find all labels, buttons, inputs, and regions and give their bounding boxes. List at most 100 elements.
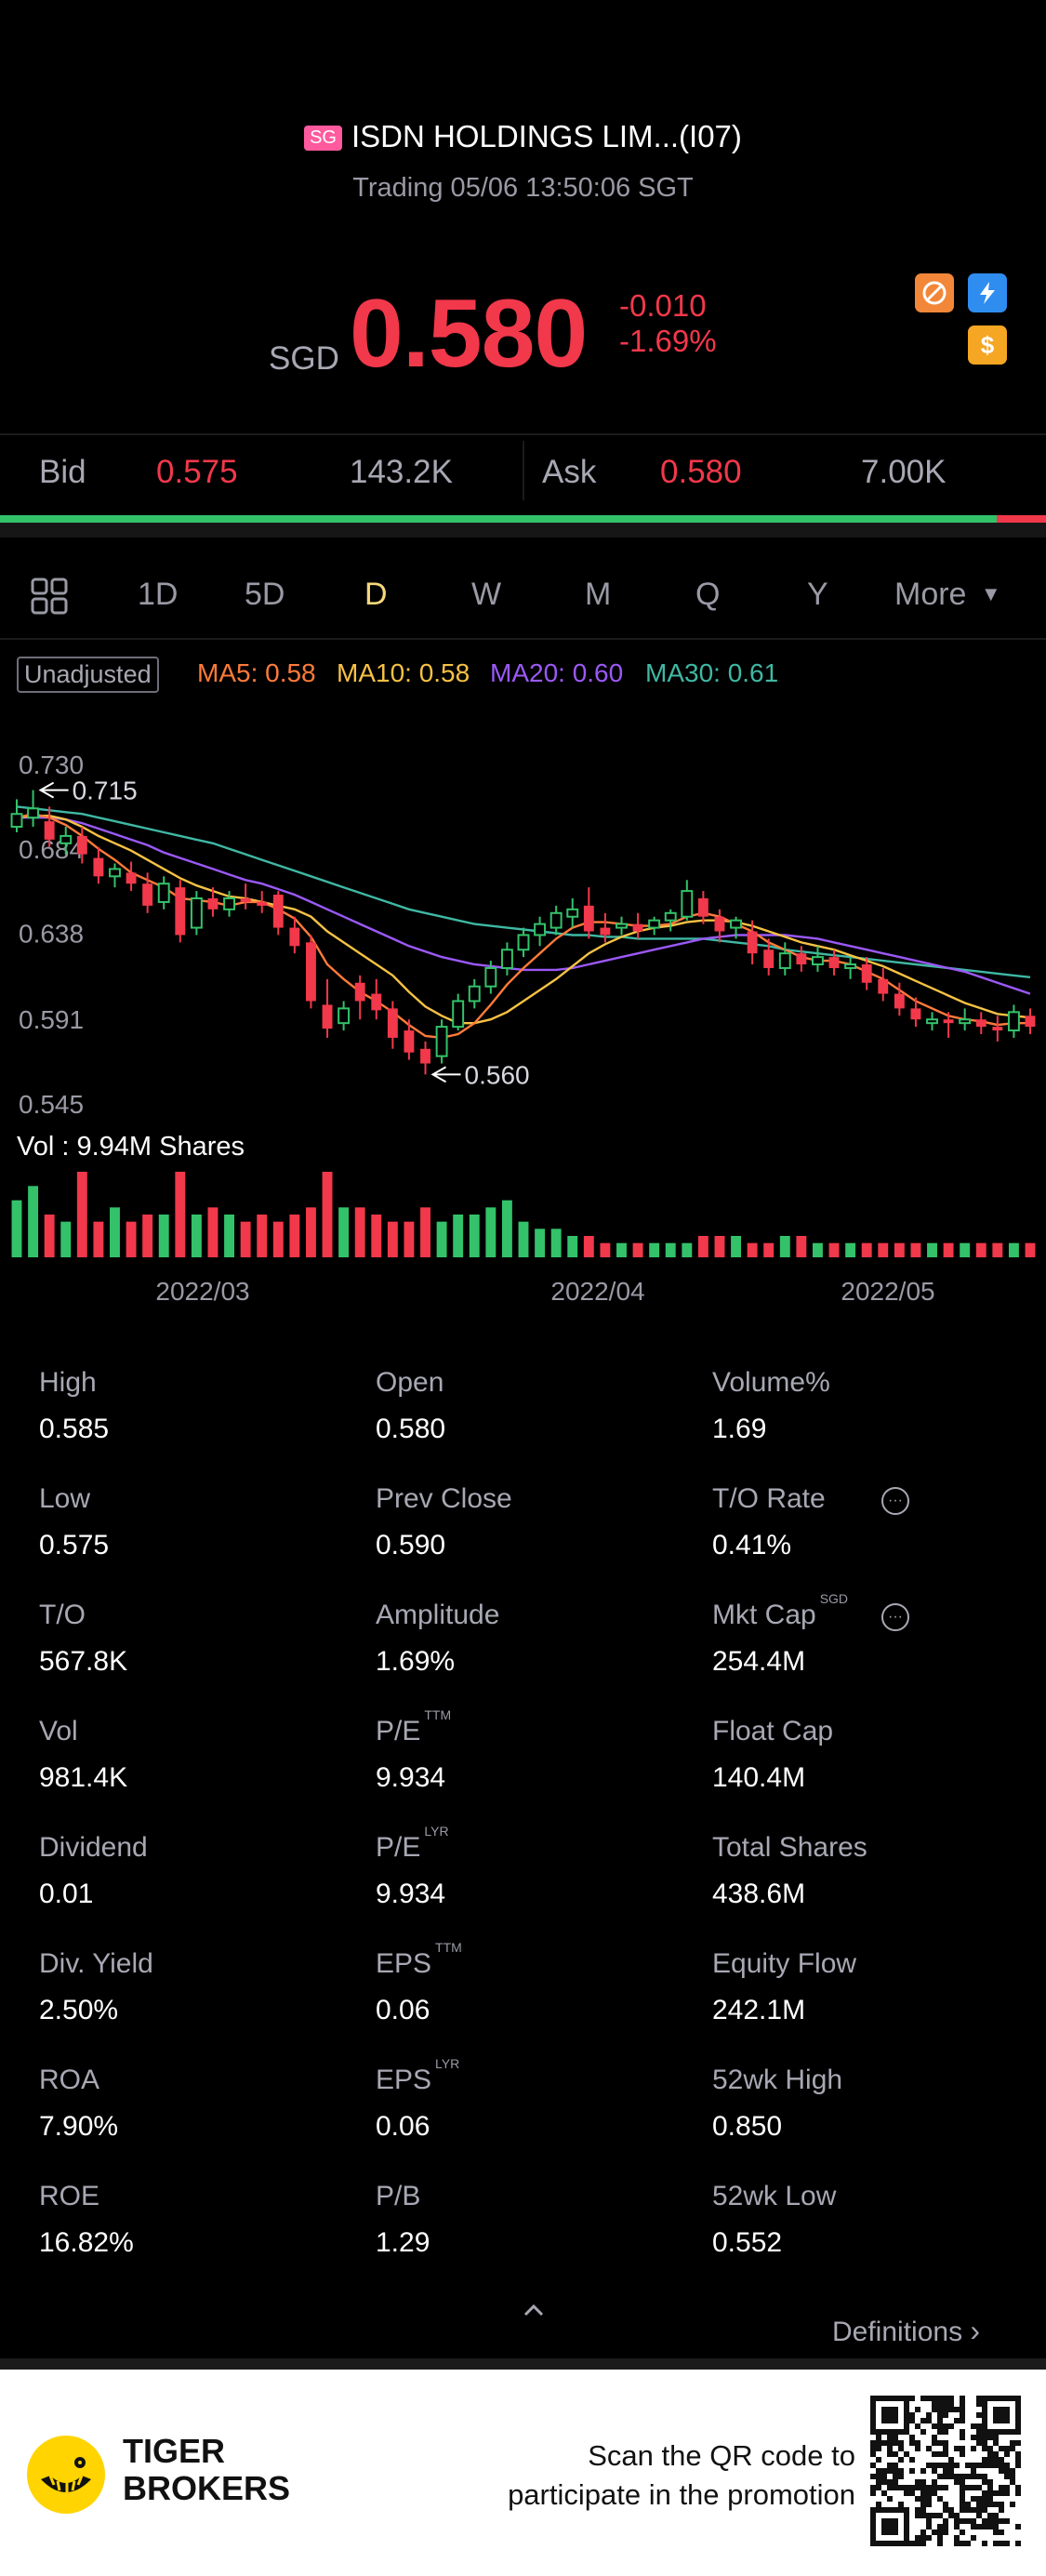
x-tick-label: 2022/04 (550, 1277, 644, 1306)
qr-module (937, 2440, 943, 2446)
tab-month[interactable]: M (585, 577, 612, 612)
qr-module (943, 2440, 948, 2446)
qr-module (887, 2507, 893, 2513)
qr-module (932, 2479, 937, 2485)
info-more-icon[interactable]: ··· (881, 1487, 909, 1515)
candle-body (878, 978, 889, 994)
promo-footer: TIGER BROKERS Scan the QR code to partic… (0, 2370, 1046, 2576)
candle-body (190, 897, 203, 929)
volume-bar (813, 1242, 823, 1257)
qr-module (943, 2451, 948, 2457)
stat-label-text: T/O (39, 1600, 86, 1630)
bid-label: Bid (39, 454, 86, 490)
qr-code[interactable] (870, 2396, 1021, 2546)
dollar-icon[interactable]: $ (968, 325, 1007, 365)
stat-value: 0.01 (39, 1879, 94, 1909)
stock-name: ISDN HOLDINGS LIM...(I07) (351, 119, 742, 153)
lightning-level1-icon[interactable] (968, 273, 1007, 312)
qr-module (887, 2396, 893, 2401)
volume-bar (583, 1236, 594, 1257)
volume-bar (272, 1221, 284, 1257)
collapse-up-icon[interactable] (523, 2303, 545, 2322)
qr-module (904, 2407, 909, 2412)
qr-module (943, 2412, 948, 2418)
tab-5d[interactable]: 5D (245, 577, 285, 612)
volume-bar (567, 1236, 578, 1257)
qr-module (943, 2396, 948, 2401)
divider (0, 2358, 1046, 2370)
qr-module (876, 2396, 881, 2401)
tab-year[interactable]: Y (807, 577, 828, 612)
no-short-icon[interactable] (915, 273, 954, 312)
qr-module (926, 2490, 932, 2496)
qr-module (1004, 2468, 1010, 2474)
stat-label-text: 52wk High (712, 2065, 843, 2095)
qr-module (987, 2518, 993, 2524)
candle-body (109, 868, 121, 878)
candle-body (27, 807, 40, 819)
volume-bar (110, 1207, 120, 1257)
qr-module (960, 2541, 965, 2546)
volume-bar (779, 1236, 790, 1257)
qr-module (971, 2468, 976, 2474)
qr-module (999, 2530, 1004, 2535)
trading-status: Trading 05/06 13:50:06 SGT (352, 173, 694, 203)
volume-bar (306, 1207, 316, 1257)
qr-module (1015, 2396, 1021, 2401)
volume-bar (175, 1172, 186, 1257)
qr-module (876, 2541, 881, 2546)
stat-label-text: Open (376, 1367, 444, 1398)
qr-module (893, 2463, 898, 2468)
qr-module (999, 2507, 1004, 2513)
qr-module (987, 2463, 993, 2468)
qr-module (1004, 2412, 1010, 2418)
qr-module (976, 2429, 982, 2435)
qr-module (937, 2412, 943, 2418)
qr-module (987, 2485, 993, 2490)
candle-body (93, 857, 104, 877)
qr-module (893, 2435, 898, 2440)
qr-module (876, 2440, 881, 2446)
candle-body (223, 897, 235, 910)
qr-module (932, 2451, 937, 2457)
price-change: -0.010 -1.69% (619, 288, 717, 359)
qr-module (898, 2429, 904, 2435)
qr-module (937, 2535, 943, 2541)
qr-module (932, 2401, 937, 2407)
candle-body (664, 911, 677, 922)
qr-module (1004, 2474, 1010, 2479)
qr-module (1015, 2407, 1021, 2412)
qr-module (987, 2457, 993, 2463)
tab-day[interactable]: D (364, 577, 388, 612)
stat-label: Float Cap (712, 1716, 833, 1747)
qr-module (1015, 2440, 1021, 2446)
qr-module (976, 2435, 982, 2440)
candle-body (371, 993, 382, 1011)
definitions-link[interactable]: Definitions › (832, 2314, 980, 2348)
tab-more[interactable]: More ▼ (894, 577, 1001, 613)
qr-module (926, 2418, 932, 2423)
tab-quarter[interactable]: Q (695, 577, 721, 612)
tab-week[interactable]: W (471, 577, 502, 612)
qr-module (948, 2463, 954, 2468)
qr-module (870, 2474, 876, 2479)
qr-module (993, 2418, 999, 2423)
layout-grid-icon[interactable] (30, 577, 69, 620)
info-more-icon[interactable]: ··· (881, 1603, 909, 1631)
qr-module (937, 2423, 943, 2429)
y-tick-label: 0.638 (19, 920, 84, 949)
stat-label: Vol (39, 1716, 78, 1747)
adjust-mode-button[interactable]: Unadjusted (17, 657, 159, 693)
candle-body (1025, 1016, 1036, 1028)
qr-module (887, 2485, 893, 2490)
qr-module (876, 2429, 881, 2435)
qr-module (971, 2463, 976, 2468)
tab-1d[interactable]: 1D (138, 577, 179, 612)
qr-module (870, 2490, 876, 2496)
qr-module (971, 2446, 976, 2451)
candle-body (910, 1008, 921, 1020)
qr-module (881, 2479, 887, 2485)
stat-label-text: Amplitude (376, 1600, 500, 1630)
candlestick-chart[interactable]: 0.730 0.684 0.638 0.591 0.545 0.715 0.560 Vol :… (0, 735, 1046, 1311)
qr-module (954, 2541, 960, 2546)
